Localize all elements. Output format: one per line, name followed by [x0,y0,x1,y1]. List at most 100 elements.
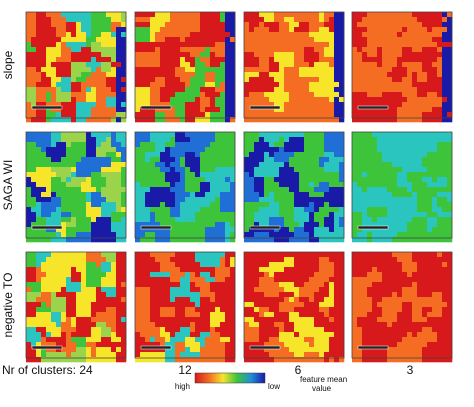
map-cell [289,32,295,38]
map-cell [165,287,171,293]
map-cell [190,207,196,213]
map-cell [422,187,428,193]
map-cell [319,42,325,48]
map-cell [61,227,67,233]
map-cell [274,207,280,213]
map-cell [170,277,176,283]
map-cell [269,137,275,143]
map-cell [264,92,270,98]
map-cell [244,307,250,313]
map-cell [180,47,186,53]
map-cell [160,217,166,223]
map-cell [195,92,201,98]
map-cell [71,222,77,228]
map-cell [367,167,373,173]
map-cell [274,197,280,203]
map-cell [339,67,345,73]
map-cell [150,277,156,283]
map-cell [402,227,408,233]
map-cell [185,237,191,243]
map-cell [76,252,82,258]
map-cell [155,297,161,303]
map-cell [397,182,403,188]
map-cell [175,317,181,323]
map-cell [101,142,107,148]
map-cell [170,357,176,363]
map-cell [220,62,226,68]
map-cell [175,327,181,333]
map-cell [175,357,181,363]
map-cell [200,52,206,58]
map-cell [86,77,92,83]
map-cell [387,17,393,23]
map-cell [264,22,270,28]
map-cell [91,42,97,48]
map-cell [51,282,57,288]
map-cell [86,47,92,53]
map-cell [205,237,211,243]
map-cell [392,222,398,228]
map-cell [140,162,146,168]
map-cell [200,107,206,113]
map-cell [437,262,443,268]
map-cell [377,142,383,148]
map-cell [249,272,255,278]
map-cell [339,62,345,68]
map-cell [106,97,112,103]
map-cell [26,227,32,233]
map-cell [274,182,280,188]
map-cell [111,177,117,183]
map-cell [372,22,378,28]
map-cell [61,107,67,113]
map-cell [254,282,260,288]
map-cell [319,347,325,353]
map-cell [319,152,325,158]
map-cell [309,92,315,98]
map-cell [140,102,146,108]
map-cell [319,52,325,58]
map-cell [334,107,340,113]
map-cell [230,267,236,273]
map-cell [170,202,176,208]
map-cell [319,282,325,288]
map-cell [205,332,211,338]
map-cell [26,202,32,208]
map-cell [195,342,201,348]
map-cell [264,142,270,148]
map-cell [269,57,275,63]
map-cell [51,312,57,318]
map-cell [299,307,305,313]
map-cell [309,72,315,78]
map-cell [230,202,236,208]
map-cell [106,292,112,298]
map-cell [284,92,290,98]
map-cell [432,52,438,58]
map-cell [269,17,275,23]
map-cell [71,47,77,53]
map-cell [220,37,226,43]
map-cell [215,17,221,23]
map-cell [269,212,275,218]
map-cell [324,207,330,213]
map-cell [66,37,72,43]
map-cell [294,317,300,323]
map-cell [36,232,42,238]
map-cell [362,172,368,178]
map-cell [71,197,77,203]
map-cell [155,287,161,293]
map-cell [81,217,87,223]
map-cell [244,357,250,363]
map-cell [111,207,117,213]
map-cell [51,222,57,228]
map-cell [101,217,107,223]
map-cell [175,287,181,293]
map-cell [377,132,383,138]
map-cell [422,207,428,213]
map-cell [185,212,191,218]
map-cell [269,292,275,298]
map-cell [289,222,295,228]
map-cell [101,137,107,143]
map-cell [205,147,211,153]
map-cell [412,67,418,73]
map-cell [382,42,388,48]
